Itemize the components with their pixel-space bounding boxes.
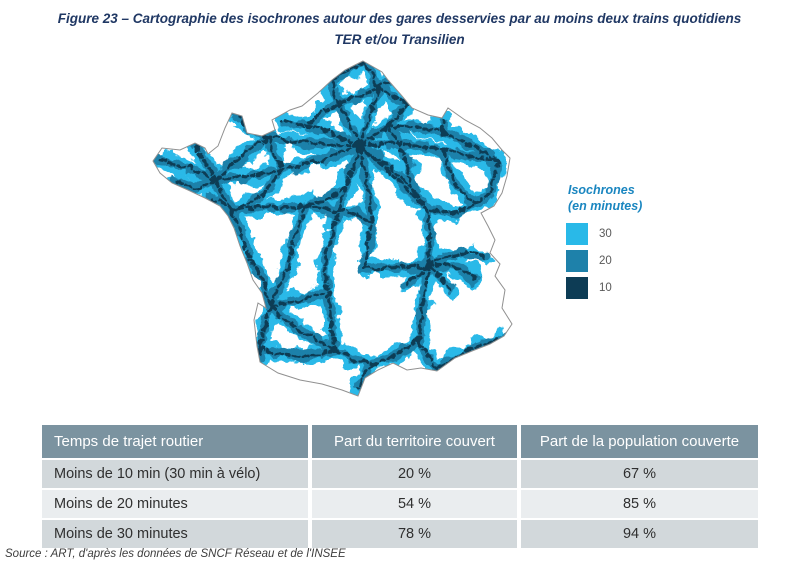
legend-item-20: 20 (566, 250, 716, 273)
map-legend: Isochrones (en minutes) 30 20 10 (566, 183, 716, 304)
france-isochrone-map (150, 58, 570, 416)
france-map-svg (152, 60, 513, 397)
table-cell-row1-territory: 20 % (312, 460, 517, 488)
legend-label-20: 20 (599, 255, 612, 268)
table-cell-row3-label: Moins de 30 minutes (42, 520, 308, 548)
table-header-territory: Part du territoire couvert (312, 425, 517, 458)
legend-title-line2: (en minutes) (568, 198, 643, 213)
figure-title-line1: Figure 23 – Cartographie des isochrones … (57, 11, 742, 26)
legend-swatch-10 (566, 277, 588, 300)
table-cell-row1-population: 67 % (521, 460, 758, 488)
legend-label-30: 30 (599, 228, 612, 241)
table-cell-row3-population: 94 % (521, 520, 758, 548)
figure-title-line2: TER et/ou Transilien (334, 31, 465, 47)
legend-title-line1: Isochrones (568, 183, 635, 197)
legend-swatch-20 (566, 250, 588, 273)
figure-title: Figure 23 – Cartographie des isochrones … (0, 9, 799, 51)
table-cell-row2-population: 85 % (521, 490, 758, 518)
coverage-table: Temps de trajet routier Part du territoi… (42, 425, 758, 548)
legend-title: Isochrones (en minutes) (568, 183, 716, 214)
legend-swatch-30 (566, 223, 588, 246)
table-cell-row2-territory: 54 % (312, 490, 517, 518)
table-cell-row3-territory: 78 % (312, 520, 517, 548)
table-header-travel-time: Temps de trajet routier (42, 425, 308, 458)
legend-item-30: 30 (566, 223, 716, 246)
source-note: Source : ART, d'après les données de SNC… (5, 548, 346, 560)
legend-item-10: 10 (566, 277, 716, 300)
table-cell-row1-label: Moins de 10 min (30 min à vélo) (42, 460, 308, 488)
legend-items: 30 20 10 (566, 223, 716, 300)
table-header-population: Part de la population couverte (521, 425, 758, 458)
legend-label-10: 10 (599, 282, 612, 295)
table-cell-row2-label: Moins de 20 minutes (42, 490, 308, 518)
